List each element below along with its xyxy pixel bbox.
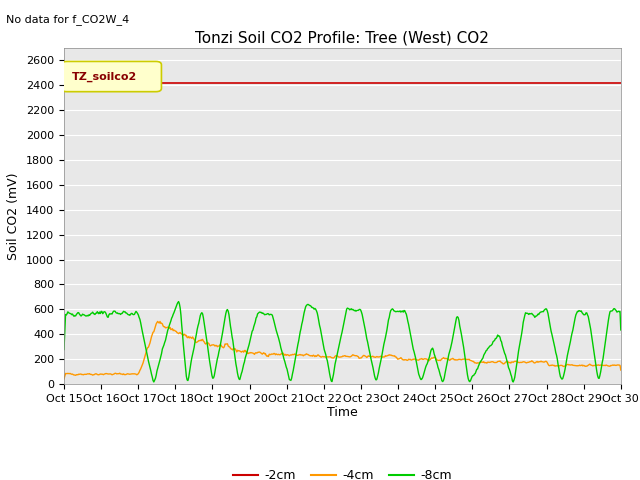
-4cm: [411, 356, 419, 362]
-8cm: [411, 352, 419, 358]
FancyBboxPatch shape: [61, 61, 161, 92]
Text: TZ_soilco2: TZ_soilco2: [72, 72, 138, 82]
-8cm: [214, 353, 222, 359]
-4cm: [428, 356, 435, 361]
Text: No data for f_CO2W_4: No data for f_CO2W_4: [6, 14, 130, 25]
-4cm: [214, 343, 222, 349]
-2cm: [184, 80, 192, 86]
-4cm: [154, 319, 161, 324]
-4cm: [617, 367, 625, 373]
-2cm: [60, 80, 68, 86]
-8cm: [127, 311, 135, 316]
Legend: -2cm, -4cm, -8cm: -2cm, -4cm, -8cm: [228, 464, 456, 480]
-8cm: [509, 379, 517, 385]
-2cm: [70, 80, 78, 86]
Line: -4cm: -4cm: [64, 322, 621, 379]
-8cm: [617, 327, 625, 333]
Y-axis label: Soil CO2 (mV): Soil CO2 (mV): [8, 172, 20, 260]
Title: Tonzi Soil CO2 Profile: Tree (West) CO2: Tonzi Soil CO2 Profile: Tree (West) CO2: [195, 30, 490, 46]
-4cm: [185, 334, 193, 339]
-2cm: [127, 80, 135, 86]
Line: -8cm: -8cm: [64, 301, 621, 382]
-4cm: [60, 376, 68, 382]
-8cm: [60, 347, 68, 352]
-8cm: [175, 299, 182, 304]
-2cm: [410, 80, 418, 86]
X-axis label: Time: Time: [327, 407, 358, 420]
-2cm: [426, 80, 434, 86]
-2cm: [214, 80, 221, 86]
-4cm: [70, 372, 78, 378]
-8cm: [70, 313, 78, 319]
-4cm: [127, 371, 135, 377]
-2cm: [617, 80, 625, 86]
-8cm: [428, 347, 435, 353]
-8cm: [185, 375, 193, 381]
